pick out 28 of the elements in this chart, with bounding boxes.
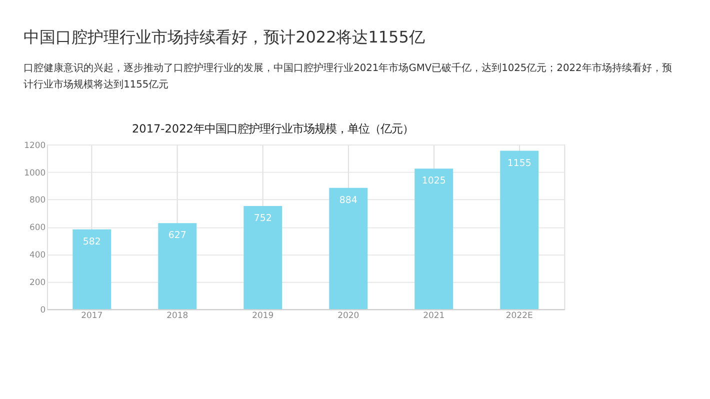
bar (500, 150, 539, 310)
data-label: 884 (339, 194, 358, 206)
bar (72, 229, 112, 310)
text: 2017-2022年中国口腔护理行业市场规模，单位（亿元） (132, 122, 414, 136)
y-tick-label: 800 (29, 194, 46, 205)
y-tick-label: 1200 (24, 140, 46, 150)
x-tick-label: 2020 (338, 310, 360, 320)
y-tick-label: 0 (40, 304, 46, 314)
x-tick-label: 2017 (81, 310, 103, 320)
bar (329, 188, 368, 310)
bar (414, 168, 454, 310)
chart-subtitle: 口腔健康意识的兴起，逐步推动了口腔护理行业的发展，中国口腔护理行业2021年市场GMV已破千亿，达到1025亿元；2022年市场持续看好，预计行业市场规模将达到1155亿元 (24, 62, 672, 91)
y-tick-label: 1000 (24, 167, 46, 178)
data-label: 1155 (507, 158, 532, 169)
x-tick-label: 2019 (252, 310, 274, 320)
y-tick-label: 400 (29, 250, 46, 260)
data-label: 627 (168, 230, 186, 242)
bar (158, 223, 197, 310)
data-label: 1025 (422, 176, 446, 187)
y-tick-label: 200 (29, 277, 46, 288)
x-tick-label: 2018 (166, 310, 188, 320)
bar (244, 206, 282, 310)
x-tick-label: 2022E (506, 310, 533, 320)
chart-title: 中国口腔护理行业市场持续看好，预计2022将达1155亿 (24, 28, 425, 47)
x-tick-label: 2021 (423, 310, 445, 320)
y-tick-label: 600 (29, 222, 46, 232)
data-label: 582 (82, 236, 101, 248)
data-label: 752 (254, 213, 272, 224)
